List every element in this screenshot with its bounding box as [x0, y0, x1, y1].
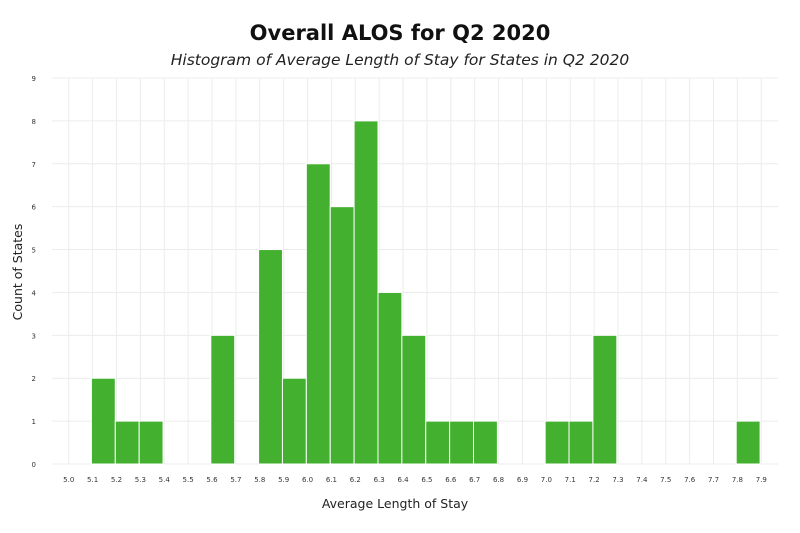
x-tick-label: 7.4: [636, 476, 648, 484]
x-tick-label: 6.9: [517, 476, 528, 484]
x-tick-label: 5.7: [230, 476, 241, 484]
histogram-bar-7.1: [568, 420, 594, 465]
x-tick-label: 7.8: [732, 476, 743, 484]
x-tick-label: 5.5: [183, 476, 194, 484]
x-tick-label: 6.7: [469, 476, 480, 484]
y-tick-label: 0: [32, 461, 36, 469]
histogram-bar-7.8: [735, 420, 761, 465]
y-tick-label: 9: [32, 75, 36, 83]
x-tick-label: 7.1: [565, 476, 576, 484]
histogram-bar-6.6: [449, 420, 475, 465]
x-tick-label: 6.5: [421, 476, 432, 484]
y-tick-label: 3: [32, 332, 36, 340]
y-tick-label: 2: [32, 375, 36, 383]
bars: [90, 120, 761, 465]
histogram-bar-5.1: [90, 377, 116, 465]
x-tick-label: 7.7: [708, 476, 719, 484]
y-tick-label: 6: [32, 204, 37, 212]
x-tick-label: 5.1: [87, 476, 98, 484]
x-axis-title: Average Length of Stay: [322, 496, 469, 511]
x-tick-label: 6.3: [374, 476, 385, 484]
histogram-bar-5.8: [258, 249, 283, 465]
chart-subtitle: Histogram of Average Length of Stay for …: [171, 51, 630, 69]
histogram-bar-6.4: [401, 334, 427, 465]
x-tick-label: 7.9: [756, 476, 767, 484]
histogram-bar-5.9: [281, 377, 307, 465]
x-tick-label: 7.5: [660, 476, 671, 484]
x-tick-label: 7.0: [541, 476, 552, 484]
x-tick-label: 7.2: [589, 476, 600, 484]
histogram-bar-6.0: [305, 163, 331, 465]
histogram-bar-6.2: [353, 120, 379, 465]
x-tick-label: 5.4: [159, 476, 171, 484]
x-tick-label: 6.6: [445, 476, 457, 484]
x-tick-label: 5.2: [111, 476, 122, 484]
y-axis-ticks: 0 1 2 3 4 5 6 7 8 9: [32, 75, 37, 469]
y-tick-label: 5: [32, 247, 36, 255]
y-tick-label: 7: [32, 161, 36, 169]
histogram-bar-5.2: [114, 420, 140, 465]
x-tick-label: 5.9: [278, 476, 289, 484]
histogram-bar-7.0: [544, 420, 570, 465]
x-tick-label: 7.6: [684, 476, 696, 484]
x-tick-label: 5.8: [254, 476, 265, 484]
x-tick-label: 5.3: [135, 476, 146, 484]
chart-title: Overall ALOS for Q2 2020: [250, 21, 551, 45]
x-tick-label: 5.6: [206, 476, 218, 484]
y-tick-label: 1: [32, 418, 36, 426]
histogram-bar-5.3: [138, 420, 164, 465]
histogram-bar-6.5: [425, 420, 451, 465]
histogram-bar-6.3: [377, 291, 403, 465]
y-tick-label: 8: [32, 118, 36, 126]
histogram-bar-5.6: [210, 334, 236, 465]
x-tick-label: 5.0: [63, 476, 74, 484]
histogram-bar-7.2: [592, 334, 618, 465]
histogram-bar-6.1: [329, 206, 355, 465]
x-tick-label: 7.3: [612, 476, 623, 484]
x-tick-label: 6.4: [397, 476, 409, 484]
y-tick-label: 4: [32, 289, 37, 297]
x-tick-label: 6.8: [493, 476, 504, 484]
x-tick-label: 6.2: [350, 476, 361, 484]
x-tick-label: 6.0: [302, 476, 313, 484]
x-tick-label: 6.1: [326, 476, 337, 484]
x-axis-ticks: 5.0 5.1 5.2 5.3 5.4 5.5 5.6 5.7 5.8 5.9 6.0 6.1 6.2 6…: [63, 476, 767, 484]
histogram-bar-6.7: [473, 420, 498, 465]
y-axis-title: Count of States: [10, 224, 25, 321]
